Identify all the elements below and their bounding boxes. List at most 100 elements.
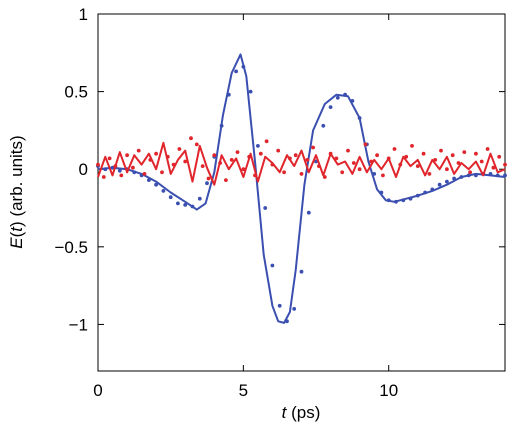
data-point — [350, 99, 355, 103]
data-point — [142, 172, 147, 176]
data-point — [147, 178, 151, 183]
data-point — [131, 165, 135, 170]
data-point — [270, 162, 275, 167]
data-point — [241, 64, 246, 69]
data-point — [372, 172, 377, 176]
data-point — [340, 170, 345, 175]
data-point — [194, 142, 199, 147]
data-point — [379, 190, 384, 195]
data-point — [415, 164, 420, 169]
data-point — [317, 164, 321, 169]
data-point — [117, 168, 122, 173]
data-point — [154, 151, 159, 156]
data-point — [148, 158, 153, 162]
data-point — [488, 172, 493, 176]
x-axis-title: t (ps) — [282, 403, 321, 422]
y-axis-arg-close: ) — [7, 221, 26, 227]
data-point — [183, 203, 188, 207]
data-point — [322, 175, 327, 179]
data-point — [139, 173, 144, 178]
data-point — [224, 178, 228, 183]
data-point — [96, 162, 100, 167]
data-point — [248, 89, 253, 94]
data-point — [197, 196, 202, 201]
data-point — [394, 199, 398, 204]
series-1 — [96, 64, 507, 324]
data-point — [136, 148, 141, 153]
data-point — [343, 92, 347, 97]
data-point — [247, 154, 252, 159]
data-point — [497, 154, 502, 159]
y-axis-arg-open: ( — [7, 231, 26, 237]
y-tick-label: 1 — [79, 5, 88, 24]
data-point — [270, 263, 275, 268]
series-3 — [96, 136, 507, 183]
data-point — [346, 148, 350, 153]
data-point — [423, 190, 427, 195]
data-point — [479, 159, 484, 164]
data-point — [495, 173, 500, 178]
data-point — [253, 173, 257, 178]
y-axis-title: E(t) (arb. units) — [7, 135, 26, 248]
data-point — [398, 162, 403, 167]
data-point — [258, 151, 263, 156]
data-point — [410, 144, 414, 148]
data-point — [282, 170, 286, 175]
data-point — [285, 319, 289, 324]
series-layer — [96, 53, 507, 324]
data-point — [466, 173, 471, 178]
data-point — [125, 153, 129, 158]
data-point — [386, 198, 391, 203]
data-point — [351, 161, 356, 165]
data-point — [107, 156, 112, 161]
x-axis-unit: (ps) — [286, 403, 320, 422]
data-point — [381, 173, 385, 178]
data-point — [334, 156, 339, 161]
data-point — [212, 153, 217, 158]
data-point — [288, 156, 292, 161]
data-point — [292, 307, 297, 311]
data-point — [375, 153, 379, 158]
data-point — [357, 167, 362, 172]
series-line — [97, 141, 506, 186]
data-point — [154, 182, 159, 187]
data-point — [357, 116, 362, 120]
data-point — [168, 195, 173, 200]
y-axis-argvar: t — [7, 226, 26, 232]
data-point — [103, 167, 108, 172]
data-point — [427, 172, 432, 176]
data-point — [205, 181, 209, 186]
data-point — [113, 164, 118, 169]
data-point — [263, 206, 268, 210]
x-ticks: 0 5 10 — [93, 14, 398, 400]
data-point — [206, 176, 211, 181]
plot-area: −1 −0.5 0 0.5 1 0 5 10 — [54, 5, 507, 400]
data-point — [235, 150, 240, 155]
data-point — [177, 147, 182, 151]
data-point — [229, 158, 234, 162]
data-point — [276, 148, 281, 153]
data-point — [101, 175, 106, 179]
data-point — [234, 69, 239, 74]
data-point — [369, 159, 374, 164]
data-point — [299, 269, 304, 274]
series-2 — [97, 141, 506, 186]
data-point — [439, 148, 443, 153]
data-point — [456, 161, 461, 165]
data-point — [293, 153, 298, 158]
data-point — [452, 176, 456, 181]
y-tick-label: 0.5 — [64, 83, 88, 102]
data-point — [421, 151, 426, 156]
data-point — [119, 173, 124, 178]
data-point — [321, 123, 326, 128]
x-axis-var: t — [282, 403, 288, 422]
data-point — [363, 142, 368, 147]
x-tick-label: 5 — [239, 381, 248, 400]
data-point — [328, 105, 333, 109]
data-point — [306, 210, 311, 215]
series-0 — [97, 53, 506, 324]
y-tick-label: 0 — [79, 160, 88, 179]
data-point — [459, 175, 464, 179]
data-point — [415, 193, 420, 198]
